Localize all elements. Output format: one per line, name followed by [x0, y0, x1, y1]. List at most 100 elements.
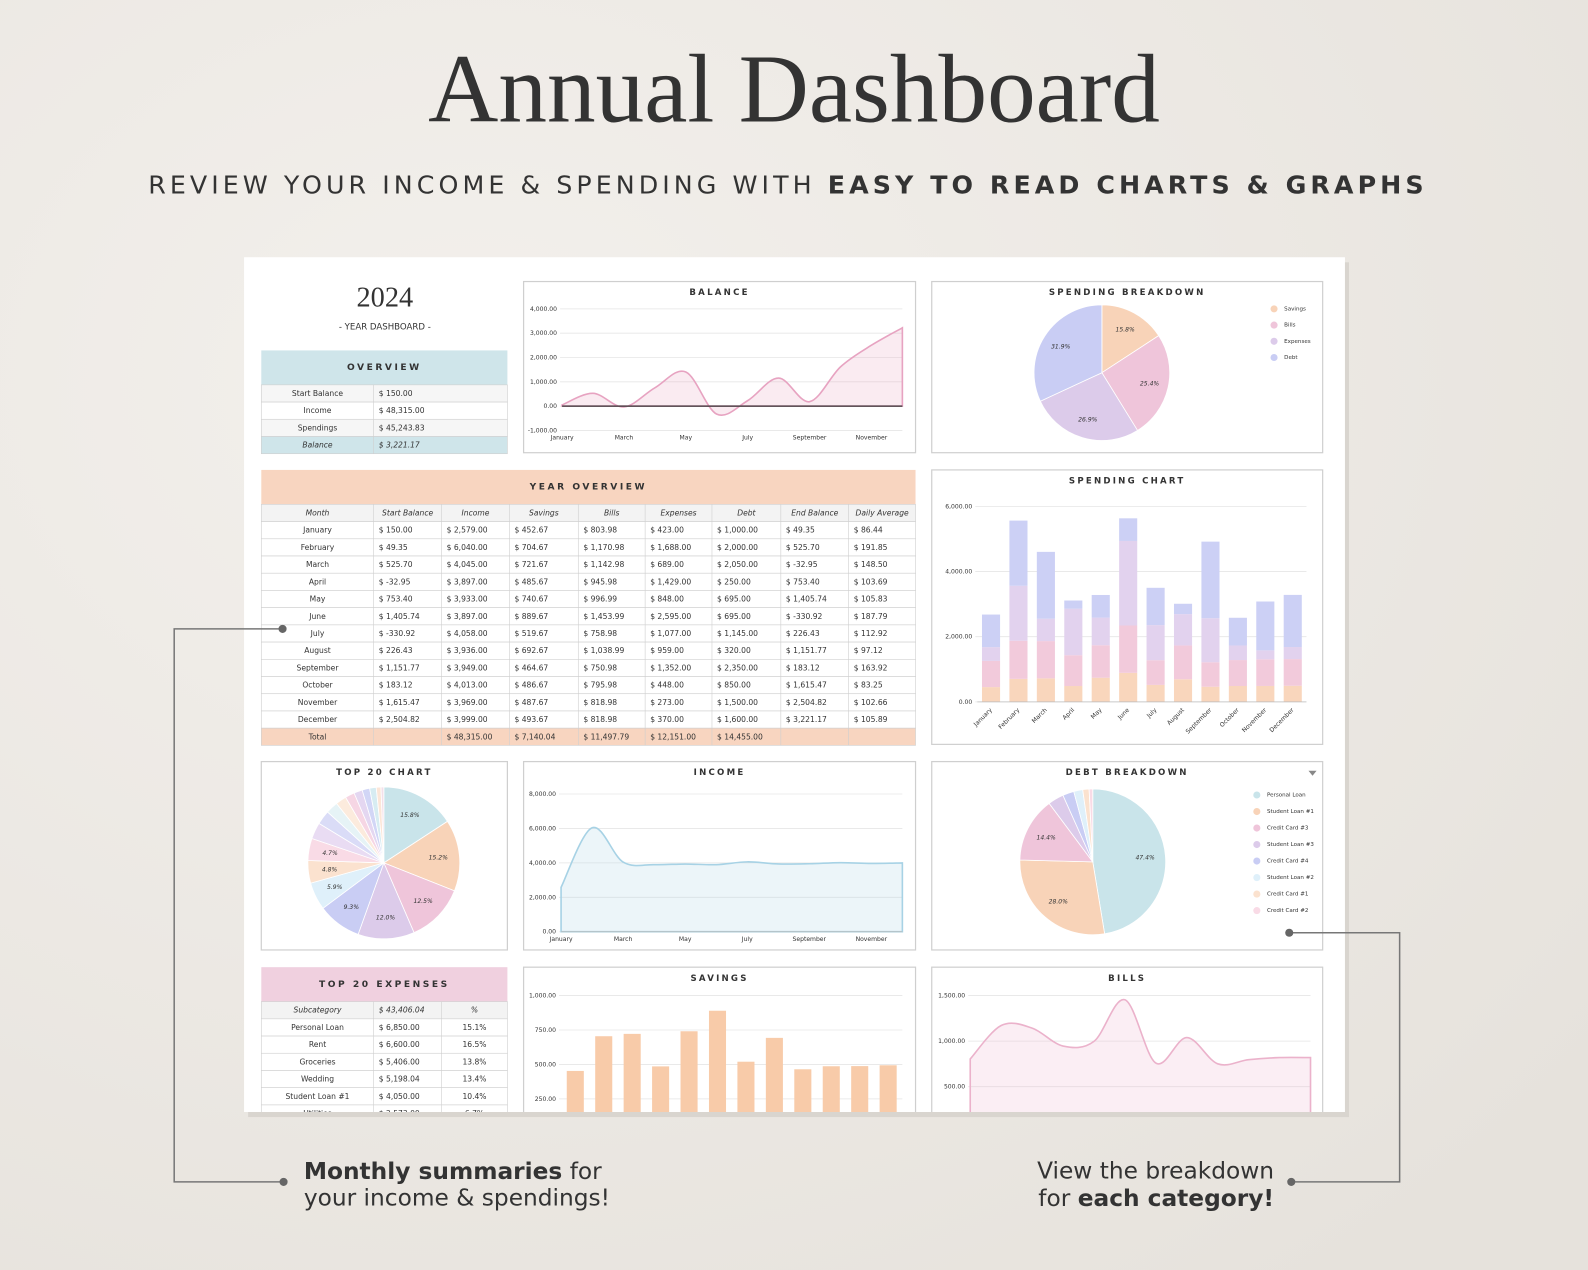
bar-segment — [1064, 655, 1083, 687]
pie-slice — [1019, 802, 1094, 863]
table-cell: $ 83.25 — [854, 681, 883, 690]
x-tick-label: July — [741, 936, 753, 943]
table-cell: April — [309, 577, 326, 586]
y-tick-label: 6,000.00 — [945, 503, 972, 510]
callout-right: View the breakdown — [1037, 1157, 1274, 1184]
legend-swatch — [1253, 807, 1261, 816]
table-cell: $ 3,933.00 — [447, 595, 488, 604]
bar-segment — [1256, 659, 1275, 686]
table-cell: Spendings — [298, 423, 338, 432]
table-cell: $ 692.67 — [514, 646, 548, 655]
bar-segment — [1228, 685, 1247, 702]
pie-slice — [1039, 372, 1139, 441]
table-cell: $ 1,142.98 — [583, 560, 624, 569]
table-cell: $ 695.00 — [717, 595, 751, 604]
table-cell: $ 1,170.98 — [583, 543, 624, 552]
table-cell: Total — [308, 732, 327, 741]
table-row — [260, 436, 508, 455]
table-cell: $ 753.40 — [786, 577, 820, 586]
table-cell: 10.4% — [462, 1092, 486, 1101]
y-tick-label: 6,000.00 — [529, 825, 556, 832]
table-cell: $ 12,151.00 — [650, 732, 696, 741]
table-header — [261, 469, 916, 505]
bar-segment — [1146, 660, 1165, 685]
bar — [566, 1070, 584, 1113]
legend-label: Expenses — [1284, 339, 1311, 345]
y-tick-label: 4,000.00 — [529, 860, 556, 867]
bar — [595, 1036, 613, 1113]
legend-label: Student Loan #3 — [1267, 842, 1314, 848]
table-cell: $ 750.98 — [583, 663, 617, 672]
slice-label: 4.8% — [322, 866, 338, 873]
bar-segment — [981, 614, 1001, 648]
table-cell: $ 4,013.00 — [447, 681, 488, 690]
table-cell: $ 1,688.00 — [650, 543, 691, 552]
legend-swatch — [1270, 305, 1278, 313]
chart-panel — [522, 280, 917, 454]
table-cell: Start Balance — [292, 389, 343, 398]
slice-label: 25.4% — [1140, 380, 1159, 387]
chart-title: TOP 20 CHART — [336, 768, 432, 778]
table-cell: $ 1,077.00 — [650, 629, 691, 638]
table-cell: February — [301, 543, 335, 552]
table-cell: 6.7% — [465, 1109, 484, 1118]
bar-segment — [1201, 541, 1220, 619]
table-cell: 15.1% — [462, 1023, 486, 1032]
table-cell: Subcategory — [294, 1006, 342, 1015]
table-cell: $ 721.67 — [514, 560, 548, 569]
bar-segment — [1201, 618, 1220, 663]
table-title: TOP 20 EXPENSES — [319, 980, 450, 990]
chart-title: BILLS — [1108, 974, 1146, 984]
bar-segment — [1283, 685, 1302, 702]
legend-swatch — [1253, 857, 1261, 865]
area — [561, 326, 904, 417]
table-cell: $ 486.67 — [514, 681, 548, 690]
table-cell: $ 183.12 — [379, 681, 413, 690]
y-tick-label: 1,000.00 — [529, 993, 556, 1000]
table-cell: $ 1,352.00 — [650, 663, 691, 672]
table-cell: $ 3,897.00 — [447, 612, 488, 621]
table-cell: $ 102.66 — [854, 698, 888, 707]
bar-segment — [1283, 647, 1302, 660]
table-cell: $ 448.00 — [650, 681, 684, 690]
table-cell: Utilities — [303, 1109, 332, 1118]
table-cell: $ 49.35 — [379, 543, 408, 552]
pie-slice — [383, 786, 449, 864]
chart-title: DEBT BREAKDOWN — [1066, 768, 1189, 778]
table-cell: $ 2,595.00 — [650, 612, 691, 621]
table-cell: 13.4% — [462, 1075, 486, 1084]
table-cell: $ 103.69 — [854, 577, 888, 586]
legend-swatch — [1270, 353, 1278, 362]
bar-segment — [1009, 640, 1028, 679]
table-cell: $ 6,600.00 — [379, 1040, 420, 1049]
y-tick-label: 750.00 — [535, 1027, 556, 1034]
y-tick-label: 1,000.00 — [530, 379, 557, 386]
table-cell: $ 1,429.00 — [650, 577, 691, 586]
bar — [851, 1066, 869, 1113]
x-tick-label: January — [549, 936, 573, 943]
slice-label: 31.9% — [1051, 343, 1070, 350]
table-cell: $ 423.00 — [650, 526, 684, 535]
bar — [652, 1066, 670, 1113]
table-cell: $ 803.98 — [583, 526, 617, 535]
table-cell: Month — [306, 508, 330, 517]
table-header — [261, 967, 508, 1002]
year: 2024 — [357, 282, 414, 313]
table-cell: $ 3,936.00 — [447, 646, 488, 655]
table-cell: $ 48,315.00 — [379, 406, 425, 415]
legend-swatch — [1253, 791, 1261, 799]
table-cell: Savings — [529, 508, 559, 517]
table-cell: $ 2,573.00 — [379, 1109, 420, 1118]
table-cell: $ 148.50 — [854, 560, 888, 569]
bar-segment — [1283, 594, 1302, 648]
bar-segment — [1091, 594, 1110, 618]
bar-segment — [1228, 645, 1247, 661]
table-cell: $ 2,579.00 — [447, 526, 488, 535]
x-tick-label: May — [679, 936, 692, 943]
table-cell: $ 6,850.00 — [379, 1023, 420, 1032]
table-cell: $ 150.00 — [379, 526, 413, 535]
area — [969, 998, 1312, 1113]
callout-line — [173, 628, 284, 1183]
table-cell: $ 226.43 — [786, 629, 820, 638]
